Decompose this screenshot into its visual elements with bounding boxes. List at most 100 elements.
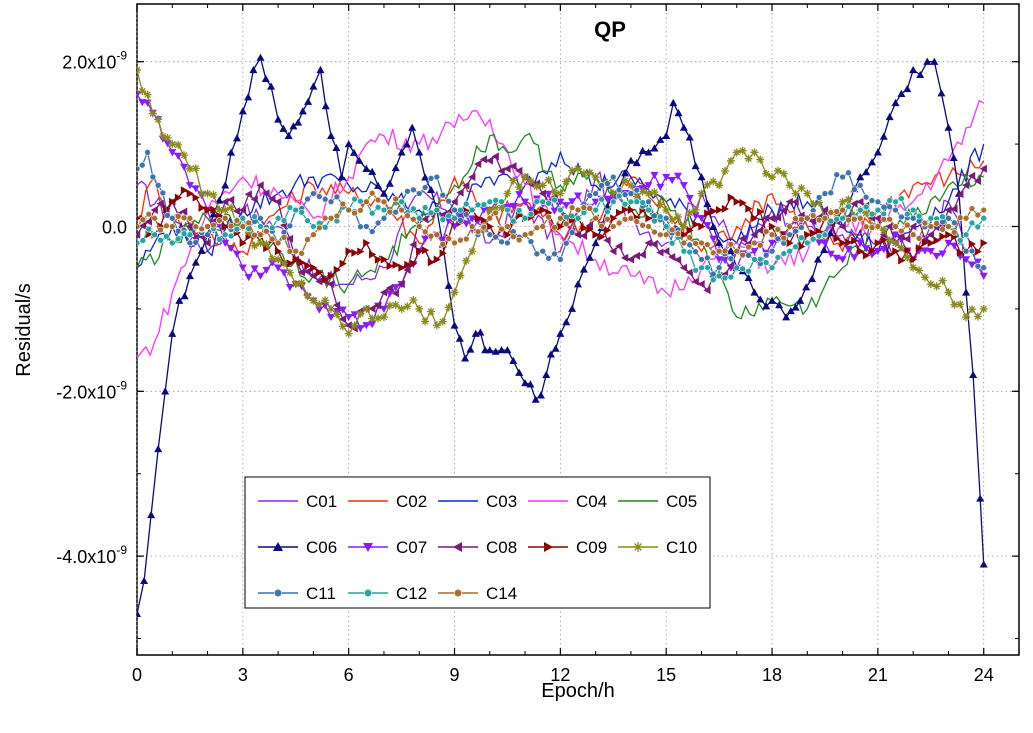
data-point: [974, 262, 982, 270]
data-point: [685, 194, 694, 203]
data-point: [151, 214, 158, 222]
data-point: [315, 277, 323, 286]
data-point: [916, 70, 925, 79]
data-point: [851, 236, 859, 245]
data-point: [979, 272, 988, 280]
data-point: [137, 230, 141, 239]
data-point: [232, 250, 241, 258]
data-point: [321, 102, 330, 110]
data-point: [885, 222, 893, 231]
data-point: [309, 296, 318, 305]
data-point: [527, 238, 535, 245]
data-point: [903, 84, 912, 93]
data-point: [285, 268, 294, 277]
data-point: [380, 255, 388, 264]
data-point: [820, 239, 829, 247]
data-point: [174, 152, 183, 160]
data-point: [756, 295, 765, 303]
data-point: [216, 236, 223, 243]
data-point: [691, 161, 700, 170]
data-point: [503, 164, 511, 173]
data-point: [310, 223, 317, 230]
y-tick-label: -2.0x10-9: [56, 378, 127, 402]
data-point: [504, 230, 512, 239]
data-point: [368, 314, 377, 323]
data-point: [826, 250, 835, 258]
data-point: [909, 222, 917, 231]
data-point: [768, 247, 776, 255]
data-point: [557, 206, 564, 214]
data-point: [192, 239, 200, 246]
data-point: [727, 255, 735, 263]
data-point: [574, 214, 582, 222]
data-point: [827, 189, 835, 197]
data-point: [574, 192, 582, 200]
data-point: [337, 173, 346, 181]
data-point: [951, 229, 958, 236]
data-point: [304, 236, 311, 243]
data-point: [233, 217, 241, 224]
data-point: [221, 214, 229, 222]
data-point: [579, 265, 588, 273]
data-point: [679, 222, 688, 231]
data-point: [551, 196, 558, 204]
data-point: [967, 171, 976, 180]
data-point: [333, 212, 341, 220]
data-point: [274, 115, 283, 123]
data-point: [410, 186, 417, 194]
data-point: [956, 300, 965, 309]
data-point: [344, 140, 353, 148]
data-point: [615, 219, 623, 227]
data-point: [745, 252, 752, 259]
data-point: [274, 214, 282, 222]
data-point: [779, 206, 787, 215]
data-point: [645, 223, 652, 230]
data-point: [503, 346, 512, 354]
data-point: [210, 221, 217, 229]
legend-label: C06: [306, 538, 337, 557]
data-point: [868, 197, 876, 204]
data-point: [298, 258, 306, 267]
data-point: [980, 264, 988, 271]
legend-marker: [273, 588, 283, 598]
data-point: [344, 321, 352, 330]
data-point: [363, 198, 370, 206]
data-point: [368, 228, 376, 235]
data-point: [344, 313, 353, 322]
data-point: [786, 238, 794, 247]
data-point: [604, 226, 612, 235]
data-point: [726, 246, 735, 255]
data-point: [327, 313, 336, 322]
data-point: [462, 220, 471, 228]
data-point: [937, 89, 946, 97]
data-point: [410, 215, 417, 223]
data-point: [727, 273, 735, 281]
data-point: [542, 370, 551, 379]
data-point: [804, 214, 811, 222]
data-point: [898, 256, 906, 265]
data-point: [721, 166, 729, 175]
data-point: [491, 152, 499, 161]
data-point: [673, 255, 682, 264]
data-point: [274, 239, 282, 247]
data-point: [168, 149, 177, 157]
data-point: [185, 271, 194, 280]
data-point: [927, 214, 935, 222]
data-point: [680, 247, 688, 255]
data-point: [586, 192, 594, 199]
data-point: [338, 322, 347, 331]
data-point: [862, 223, 870, 231]
data-point: [433, 206, 441, 214]
data-point: [833, 208, 841, 215]
data-point: [932, 282, 941, 291]
data-point: [379, 305, 388, 313]
data-point: [715, 256, 724, 264]
data-point: [180, 163, 189, 171]
data-point: [403, 265, 411, 274]
data-point: [980, 214, 988, 222]
data-point: [168, 329, 177, 337]
data-point: [168, 239, 176, 247]
data-point: [704, 254, 711, 262]
data-point: [968, 205, 976, 212]
